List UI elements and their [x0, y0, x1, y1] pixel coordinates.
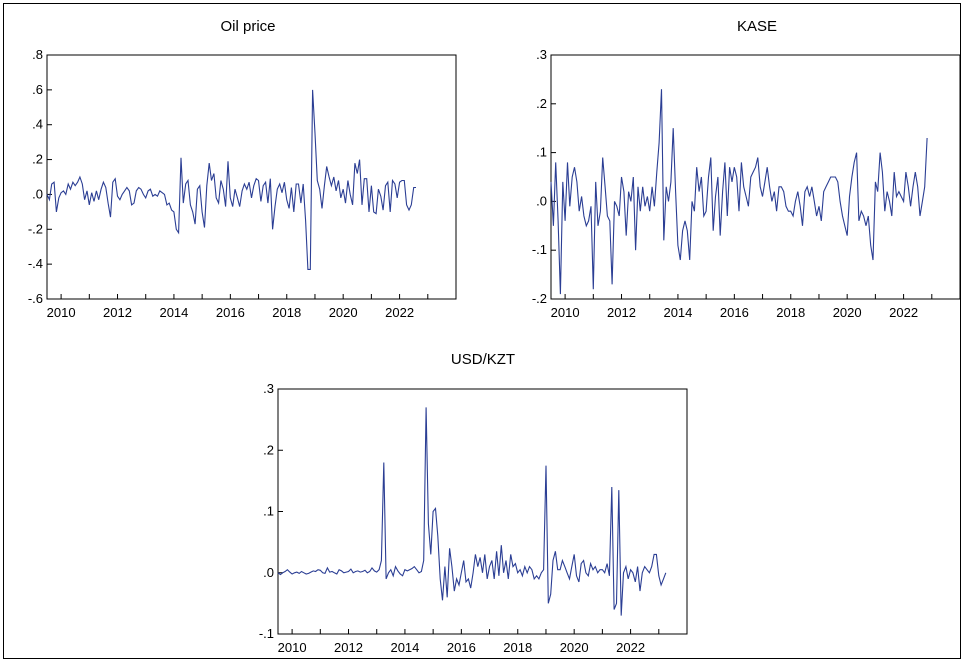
y-tick-label: .3: [536, 47, 547, 62]
chart-title: Oil price: [220, 18, 275, 35]
plot-area: [550, 54, 961, 300]
x-tick-label: 2020: [833, 305, 862, 320]
x-tick-label: 2022: [385, 305, 414, 320]
x-tick-label: 2014: [663, 305, 692, 320]
y-axis-ticks: -.1 .0 .1 .2 .3: [259, 381, 283, 641]
y-tick-label: -.2: [532, 291, 547, 306]
x-tick-label: 2020: [560, 640, 589, 655]
series-line: [277, 407, 667, 616]
x-tick-label: 2016: [720, 305, 749, 320]
chart-kase: KASE -.2 -.1 .0 .1 .2 .3 2010 2012 2014 2016 2018…: [532, 18, 961, 320]
y-tick-label: .6: [32, 82, 43, 97]
x-tick-label: 2014: [390, 640, 419, 655]
y-tick-label: .4: [32, 117, 43, 132]
x-tick-label: 2014: [159, 305, 188, 320]
x-tick-label: 2012: [334, 640, 363, 655]
chart-usd-kzt: USD/KZT -.1 .0 .1 .2 .3 2010 2012 2014 2016 2018…: [259, 351, 688, 655]
x-tick-label: 2010: [47, 305, 76, 320]
y-tick-label: -.6: [28, 291, 43, 306]
plot-area: [277, 388, 688, 635]
x-tick-label: 2012: [607, 305, 636, 320]
series-line: [46, 89, 416, 270]
x-tick-label: 2010: [278, 640, 307, 655]
x-axis-ticks: 2010 2012 2014 2016 2018 2020 2022: [551, 294, 933, 320]
y-tick-label: .8: [32, 47, 43, 62]
x-axis-ticks: 2010 2012 2014 2016 2018 2020 2022: [278, 629, 660, 655]
x-tick-label: 2022: [889, 305, 918, 320]
y-tick-label: .3: [263, 381, 274, 396]
figure-frame: [3, 3, 961, 659]
y-tick-label: .2: [263, 442, 274, 457]
y-tick-label: -.1: [532, 242, 547, 257]
x-tick-label: 2012: [103, 305, 132, 320]
y-axis-ticks: -.2 -.1 .0 .1 .2 .3: [532, 47, 556, 306]
x-tick-label: 2018: [503, 640, 532, 655]
x-tick-label: 2018: [776, 305, 805, 320]
y-tick-label: .0: [263, 565, 274, 580]
x-axis-ticks: 2010 2012 2014 2016 2018 2020 2022: [47, 294, 429, 320]
y-tick-label: -.2: [28, 221, 43, 236]
x-tick-label: 2020: [329, 305, 358, 320]
y-tick-label: .2: [536, 96, 547, 111]
x-tick-label: 2010: [551, 305, 580, 320]
chart-oil-price: Oil price -.6-.4-.2.0.2.4.6.8 2010 2012 20…: [28, 18, 457, 320]
y-tick-label: -.1: [259, 626, 274, 641]
x-tick-label: 2016: [447, 640, 476, 655]
chart-title: KASE: [737, 18, 777, 35]
x-tick-label: 2018: [272, 305, 301, 320]
y-tick-label: .1: [263, 504, 274, 519]
x-tick-label: 2016: [216, 305, 245, 320]
y-tick-label: .1: [536, 145, 547, 160]
y-tick-label: .0: [32, 186, 43, 201]
y-tick-label: -.4: [28, 256, 43, 271]
y-tick-label: .2: [32, 152, 43, 167]
chart-title: USD/KZT: [451, 351, 515, 368]
y-tick-label: .0: [536, 193, 547, 208]
y-axis-ticks: -.6 -.4 -.2 .0 .2 .4 .6 .8: [28, 47, 52, 306]
plot-area: [46, 54, 457, 300]
series-line: [550, 89, 928, 295]
x-tick-label: 2022: [616, 640, 645, 655]
